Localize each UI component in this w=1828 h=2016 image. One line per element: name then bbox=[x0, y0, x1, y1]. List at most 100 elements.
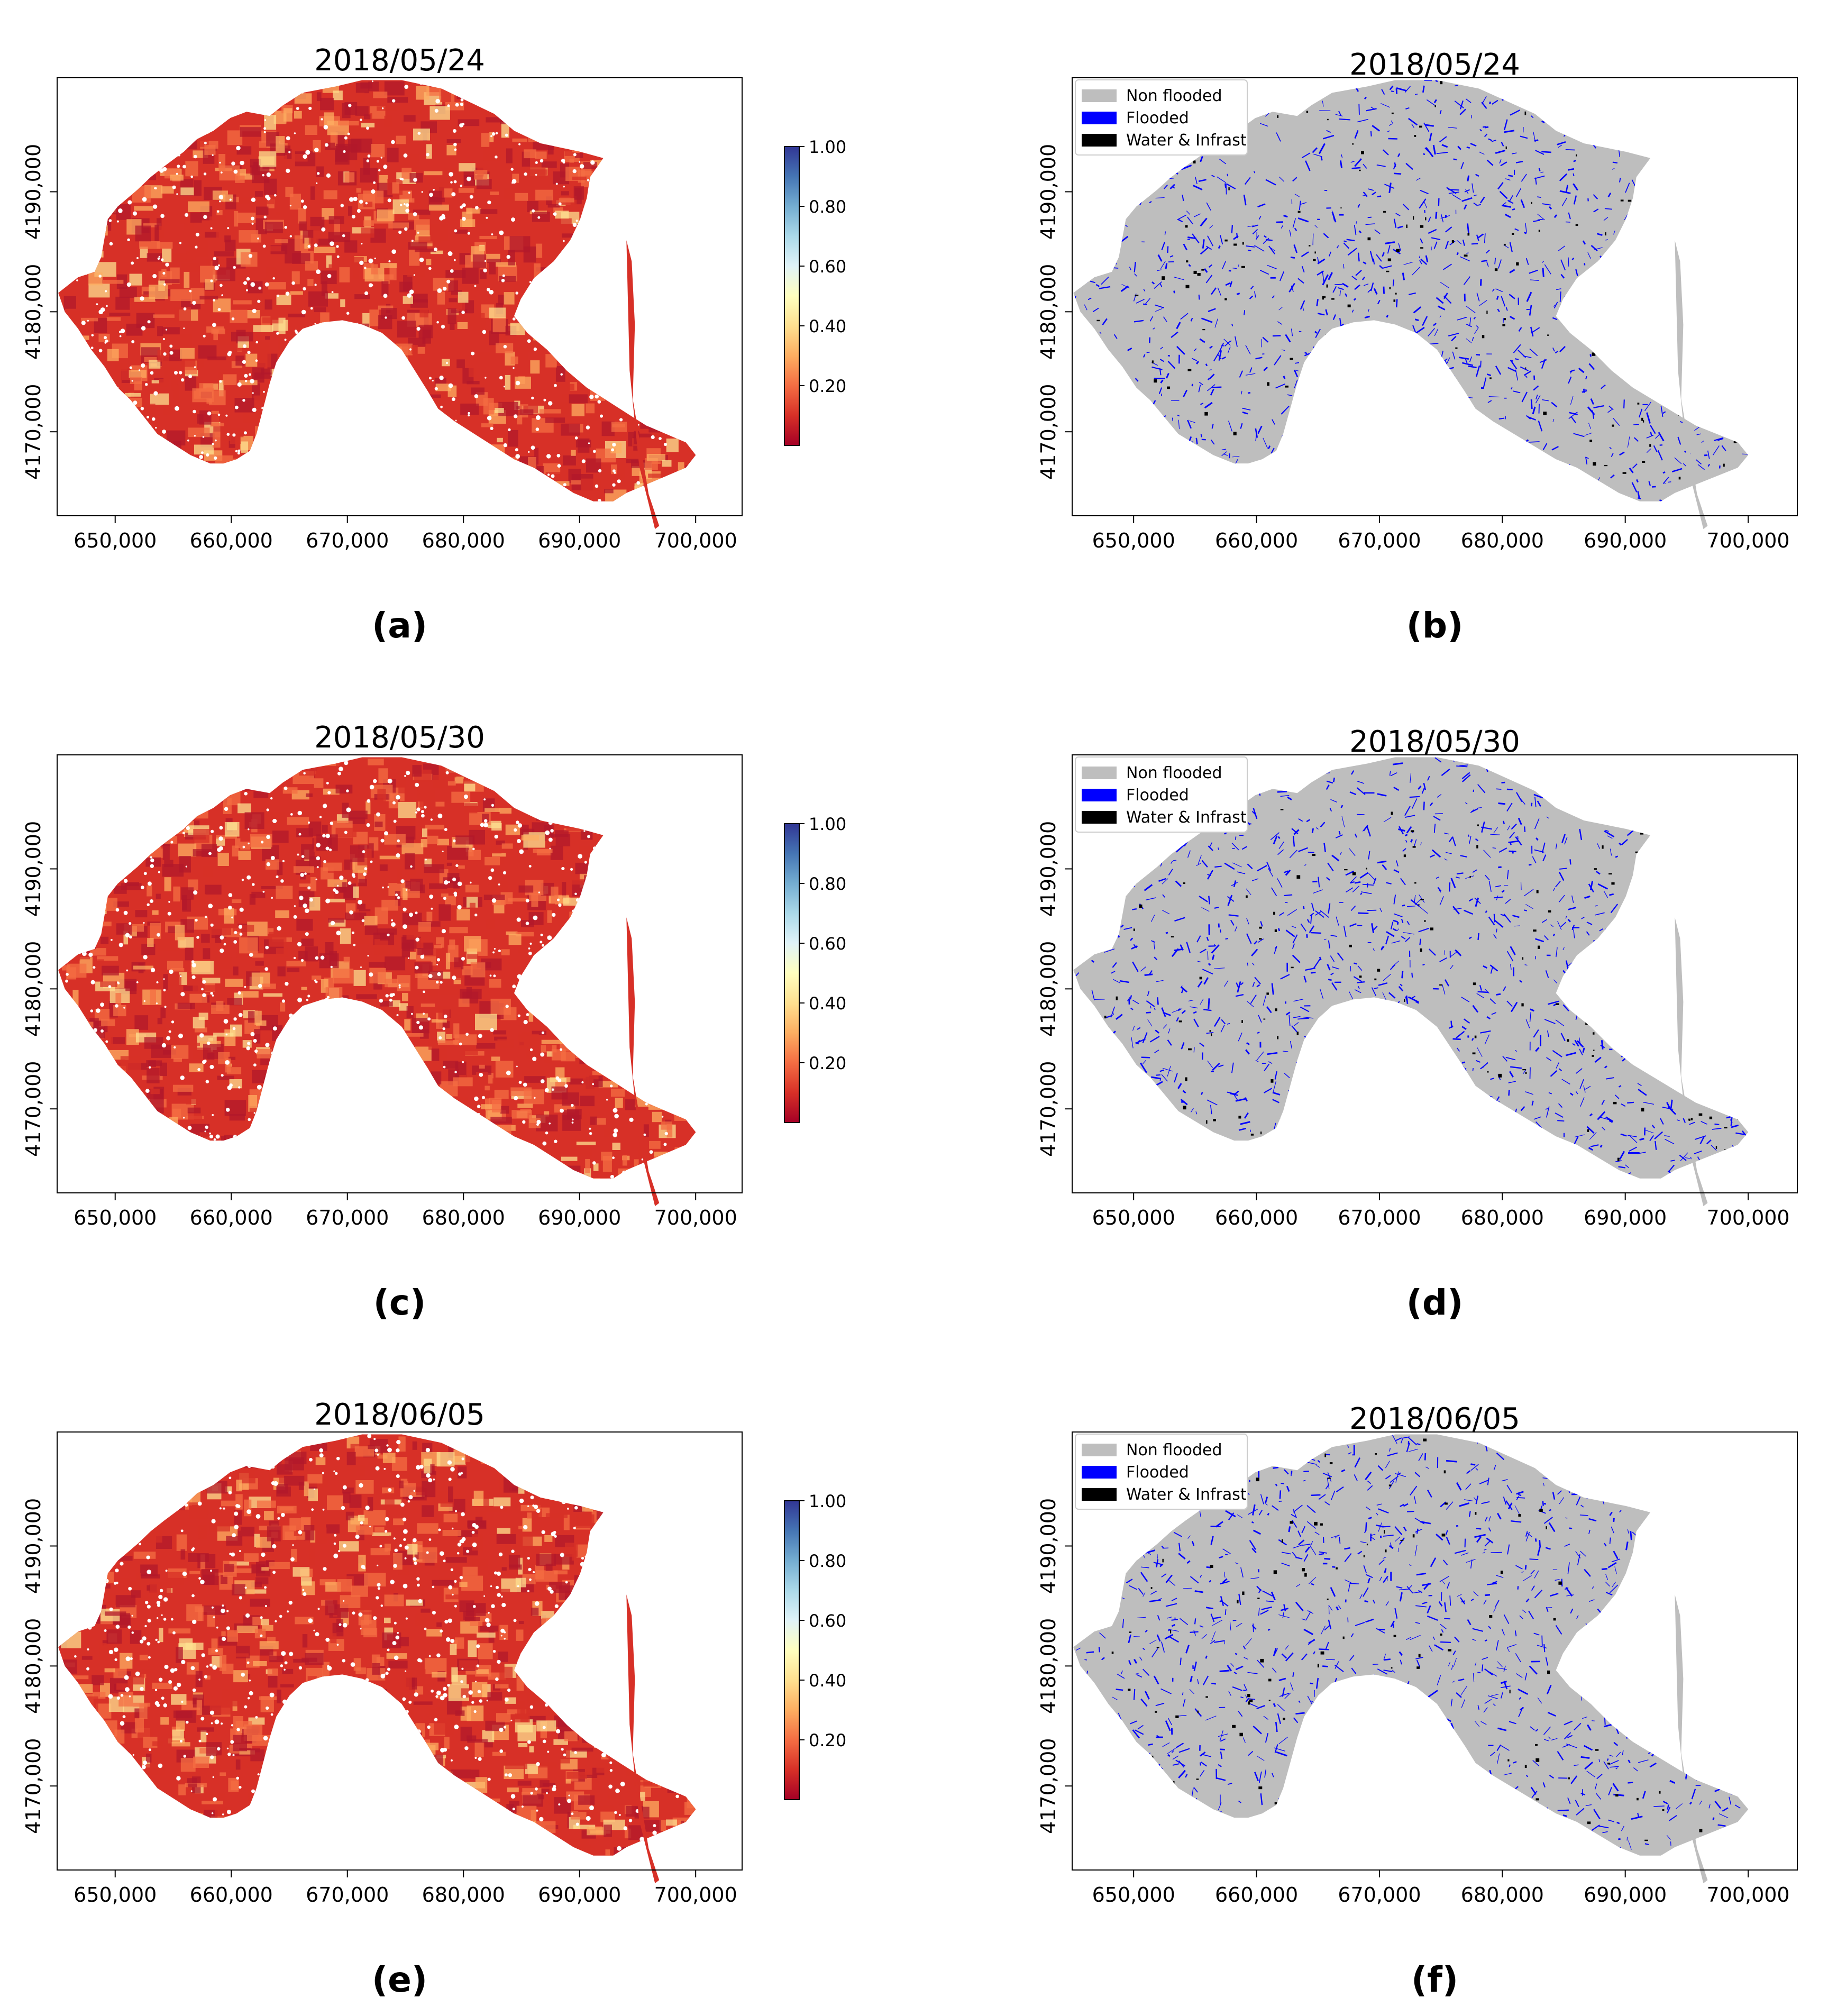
x-tick-label: 660,000 bbox=[1215, 1883, 1298, 1906]
axes-frame bbox=[1072, 77, 1798, 516]
panel-label: (a) bbox=[372, 605, 427, 646]
chart-panel-f: 2018/06/05 650,000 660,000 670,000 680,000 69… bbox=[1037, 1402, 1798, 2000]
legend-label: Flooded bbox=[1126, 786, 1189, 805]
colorbar-tick-label: 1.00 bbox=[809, 1491, 846, 1511]
colorbar-tick-label: 0.20 bbox=[809, 376, 846, 396]
legend-swatch bbox=[1082, 767, 1117, 779]
x-tick-label: 650,000 bbox=[1092, 1206, 1175, 1229]
legend-label: Water & Infrast bbox=[1126, 131, 1247, 150]
x-tick-label: 660,000 bbox=[1215, 529, 1298, 552]
colorbar-tick-label: 0.20 bbox=[809, 1053, 846, 1073]
x-tick-label: 700,000 bbox=[1706, 1206, 1789, 1229]
x-tick-label: 680,000 bbox=[1461, 1206, 1544, 1229]
x-tick-label: 680,000 bbox=[422, 1883, 505, 1906]
x-tick-label: 650,000 bbox=[1092, 529, 1175, 552]
y-tick-label: 4170,000 bbox=[22, 1061, 45, 1157]
y-tick-label: 4190,000 bbox=[1037, 821, 1060, 917]
x-tick-label: 690,000 bbox=[1584, 1206, 1667, 1229]
chart-panel-a: 2018/05/24 650,000 660,000 670,000 680,000 69… bbox=[22, 43, 846, 646]
y-tick-label: 4190,000 bbox=[22, 1498, 45, 1594]
legend-label: Non flooded bbox=[1126, 764, 1222, 782]
colorbar-tick-label: 0.80 bbox=[809, 197, 846, 217]
x-tick-label: 680,000 bbox=[1461, 1883, 1544, 1906]
y-tick-label: 4170,000 bbox=[1037, 1738, 1060, 1834]
y-tick-label: 4190,000 bbox=[1037, 1498, 1060, 1594]
x-tick-label: 690,000 bbox=[1584, 1883, 1667, 1906]
legend-swatch bbox=[1082, 89, 1117, 102]
y-tick-label: 4180,000 bbox=[22, 1618, 45, 1714]
panel-title: 2018/05/24 bbox=[314, 43, 485, 78]
x-tick-label: 660,000 bbox=[190, 1883, 273, 1906]
colorbar-tick-label: 0.80 bbox=[809, 1551, 846, 1571]
colorbar-tick-label: 0.40 bbox=[809, 316, 846, 336]
colorbar-tick-label: 1.00 bbox=[809, 814, 846, 834]
chart-panel-c: 2018/05/30 650,000 660,000 670,000 680,000 69… bbox=[22, 720, 846, 1323]
coastal-strip bbox=[1675, 1594, 1708, 1884]
axes-frame bbox=[1072, 754, 1798, 1193]
panel-label: (d) bbox=[1406, 1282, 1464, 1323]
legend-swatch bbox=[1082, 1466, 1117, 1479]
panel-label: (c) bbox=[373, 1282, 426, 1323]
x-tick-label: 680,000 bbox=[422, 1206, 505, 1229]
x-tick-label: 670,000 bbox=[1338, 1206, 1421, 1229]
x-tick-label: 680,000 bbox=[422, 529, 505, 552]
y-tick-label: 4180,000 bbox=[22, 264, 45, 360]
y-tick-label: 4170,000 bbox=[22, 1738, 45, 1834]
y-tick-label: 4190,000 bbox=[22, 144, 45, 240]
legend-swatch bbox=[1082, 1444, 1117, 1456]
colorbar-tick-label: 0.40 bbox=[809, 993, 846, 1014]
x-tick-label: 700,000 bbox=[654, 529, 737, 552]
colorbar-tick-label: 0.40 bbox=[809, 1671, 846, 1691]
panel-title: 2018/06/05 bbox=[314, 1398, 485, 1432]
legend-box bbox=[1075, 79, 1248, 156]
x-tick-label: 670,000 bbox=[1338, 1883, 1421, 1906]
legend-swatch bbox=[1082, 811, 1117, 824]
panel-label: (f) bbox=[1411, 1959, 1458, 2000]
coastal-strip bbox=[1675, 917, 1708, 1207]
axes-frame bbox=[57, 1431, 743, 1871]
chart-panel-d: 2018/05/30 650,000 660,000 670,000 680,000 69… bbox=[1037, 725, 1798, 1323]
x-tick-label: 690,000 bbox=[538, 1883, 621, 1906]
colorbar-tick-label: 0.60 bbox=[809, 934, 846, 954]
legend-label: Flooded bbox=[1126, 1463, 1189, 1482]
y-tick-label: 4170,000 bbox=[1037, 1061, 1060, 1157]
chart-panel-e: 2018/06/05 650,000 660,000 670,000 680,000 69… bbox=[22, 1398, 846, 2000]
x-tick-label: 650,000 bbox=[74, 1206, 157, 1229]
legend-swatch bbox=[1082, 789, 1117, 801]
y-tick-label: 4190,000 bbox=[1037, 144, 1060, 240]
x-tick-label: 660,000 bbox=[190, 529, 273, 552]
x-tick-label: 700,000 bbox=[1706, 529, 1789, 552]
panel-label: (e) bbox=[372, 1959, 427, 2000]
coastal-strip bbox=[626, 1594, 660, 1884]
chart-panel-b: 2018/05/24 650,000 660,000 670,000 680,000 69… bbox=[1037, 48, 1798, 646]
x-tick-label: 690,000 bbox=[538, 1206, 621, 1229]
colorbar-tick-label: 1.00 bbox=[809, 137, 846, 157]
legend-label: Flooded bbox=[1126, 109, 1189, 127]
legend-label: Water & Infrast bbox=[1126, 1485, 1247, 1504]
y-tick-label: 4170,000 bbox=[1037, 384, 1060, 480]
x-tick-label: 680,000 bbox=[1461, 529, 1544, 552]
x-tick-label: 670,000 bbox=[306, 1206, 389, 1229]
x-tick-label: 670,000 bbox=[306, 529, 389, 552]
axes-frame bbox=[57, 754, 743, 1193]
colorbar bbox=[784, 1500, 800, 1800]
y-tick-label: 4180,000 bbox=[1037, 1618, 1060, 1714]
x-tick-label: 690,000 bbox=[538, 529, 621, 552]
y-tick-label: 4180,000 bbox=[1037, 264, 1060, 360]
coastal-strip bbox=[1675, 240, 1708, 530]
x-tick-label: 700,000 bbox=[654, 1883, 737, 1906]
coastal-strip bbox=[626, 917, 660, 1207]
colorbar-tick-label: 0.80 bbox=[809, 874, 846, 894]
colorbar-tick-label: 0.60 bbox=[809, 257, 846, 277]
legend-swatch bbox=[1082, 112, 1117, 124]
x-tick-label: 660,000 bbox=[1215, 1206, 1298, 1229]
legend-label: Water & Infrast bbox=[1126, 808, 1247, 827]
legend-box bbox=[1075, 1434, 1248, 1510]
y-tick-label: 4180,000 bbox=[1037, 941, 1060, 1037]
x-tick-label: 650,000 bbox=[74, 1883, 157, 1906]
colorbar bbox=[784, 823, 800, 1123]
x-tick-label: 690,000 bbox=[1584, 529, 1667, 552]
y-tick-label: 4190,000 bbox=[22, 821, 45, 917]
colorbar bbox=[784, 146, 800, 446]
